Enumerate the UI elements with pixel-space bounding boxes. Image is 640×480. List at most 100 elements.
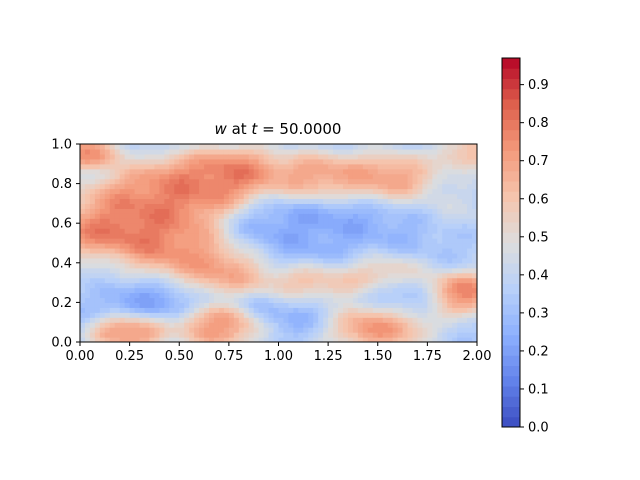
- heatmap-cell: [184, 337, 190, 342]
- heatmap-cell: [238, 168, 245, 175]
- heatmap-cell: [343, 327, 349, 333]
- heatmap-cell: [427, 277, 433, 284]
- heatmap-cell: [407, 178, 414, 185]
- heatmap-cell: [134, 247, 141, 254]
- heatmap-cell: [318, 307, 324, 313]
- heatmap-cell: [209, 213, 215, 219]
- heatmap-cell: [422, 287, 428, 294]
- heatmap-cell: [174, 233, 180, 239]
- heatmap-cell: [313, 218, 319, 224]
- heatmap-cell: [288, 272, 294, 279]
- heatmap-cell: [89, 203, 96, 209]
- heatmap-cell: [328, 262, 334, 269]
- heatmap-cell: [303, 302, 309, 308]
- heatmap-cell: [189, 322, 195, 328]
- heatmap-cell: [313, 297, 319, 303]
- heatmap-cell: [233, 257, 240, 264]
- heatmap-cell: [377, 228, 384, 234]
- heatmap-cell: [308, 307, 314, 313]
- heatmap-cell: [134, 272, 141, 279]
- heatmap-cell: [323, 228, 329, 234]
- heatmap-cell: [412, 228, 419, 234]
- heatmap-cell: [243, 218, 250, 224]
- heatmap-cell: [313, 312, 319, 318]
- heatmap-cell: [333, 208, 339, 214]
- heatmap-area: [80, 144, 477, 342]
- heatmap-cell: [333, 218, 339, 224]
- heatmap-cell: [457, 292, 463, 299]
- heatmap-cell: [437, 322, 443, 328]
- heatmap-cell: [209, 193, 215, 200]
- heatmap-cell: [174, 337, 180, 342]
- heatmap-cell: [149, 208, 156, 214]
- heatmap-cell: [263, 228, 270, 234]
- heatmap-cell: [333, 292, 339, 299]
- heatmap-cell: [467, 292, 473, 299]
- heatmap-cell: [204, 158, 210, 165]
- heatmap-cell: [223, 317, 230, 323]
- heatmap-cell: [293, 233, 299, 239]
- colorbar-level: [502, 170, 520, 182]
- heatmap-cell: [432, 163, 438, 170]
- heatmap-cell: [218, 282, 225, 289]
- heatmap-cell: [268, 262, 275, 269]
- heatmap-cell: [412, 208, 419, 214]
- heatmap-cell: [80, 188, 86, 195]
- heatmap-cell: [472, 208, 477, 214]
- heatmap-cell: [397, 233, 404, 239]
- heatmap-cell: [134, 158, 141, 165]
- heatmap-cell: [169, 312, 175, 318]
- heatmap-cell: [238, 267, 245, 274]
- heatmap-cell: [427, 292, 433, 299]
- heatmap-cell: [452, 218, 458, 224]
- heatmap-cell: [248, 297, 255, 303]
- heatmap-cell: [204, 287, 210, 294]
- heatmap-cell: [372, 337, 379, 342]
- heatmap-cell: [338, 233, 344, 239]
- heatmap-cell: [253, 277, 260, 284]
- heatmap-cell: [129, 262, 136, 269]
- heatmap-cell: [338, 267, 344, 274]
- heatmap-cell: [447, 332, 453, 338]
- heatmap-cell: [422, 233, 428, 239]
- heatmap-cell: [149, 193, 156, 200]
- heatmap-cell: [263, 337, 270, 342]
- heatmap-cell: [442, 252, 448, 259]
- colorbar-level: [502, 191, 520, 202]
- heatmap-cell: [447, 302, 453, 308]
- heatmap-cell: [223, 277, 230, 284]
- heatmap-cell: [338, 277, 344, 284]
- heatmap-cell: [328, 307, 334, 313]
- heatmap-cell: [124, 267, 131, 274]
- heatmap-cell: [129, 193, 136, 200]
- heatmap-cell: [377, 178, 384, 185]
- heatmap-cell: [213, 208, 220, 214]
- heatmap-cell: [114, 213, 121, 219]
- heatmap-cell: [333, 322, 339, 328]
- heatmap-cell: [169, 144, 175, 150]
- heatmap-cell: [159, 193, 165, 200]
- heatmap-cell: [417, 317, 424, 323]
- heatmap-cell: [357, 252, 364, 259]
- heatmap-cell: [194, 247, 200, 254]
- heatmap-cell: [139, 272, 146, 279]
- heatmap-cell: [268, 228, 275, 234]
- heatmap-cell: [248, 252, 255, 259]
- heatmap-cell: [164, 307, 170, 313]
- x-tick-label: 1.75: [413, 349, 442, 364]
- heatmap-cell: [372, 238, 379, 244]
- heatmap-cell: [333, 287, 339, 294]
- heatmap-cell: [129, 327, 136, 333]
- heatmap-cell: [109, 252, 116, 259]
- heatmap-cell: [377, 262, 384, 269]
- heatmap-cell: [313, 322, 319, 328]
- heatmap-cell: [218, 247, 225, 254]
- heatmap-cell: [169, 193, 175, 200]
- heatmap-cell: [228, 272, 235, 279]
- heatmap-cell: [313, 292, 319, 299]
- heatmap-cell: [283, 312, 290, 318]
- heatmap-cell: [472, 168, 477, 175]
- heatmap-cell: [278, 327, 285, 333]
- heatmap-cell: [412, 267, 419, 274]
- heatmap-cell: [144, 153, 151, 160]
